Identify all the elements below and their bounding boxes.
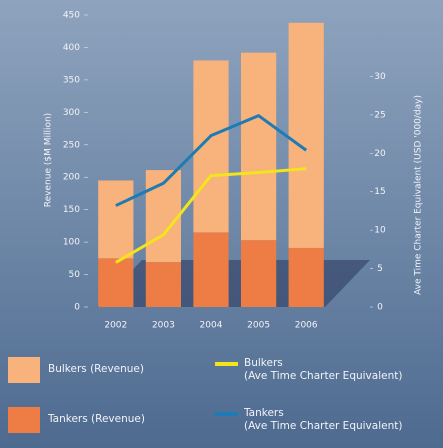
line — [115, 114, 308, 207]
legend-swatch — [8, 357, 40, 383]
y2-tick-label: 30 — [374, 72, 386, 82]
y2-axis-title: Ave Time Charter Equivalent (USD '000/da… — [414, 95, 424, 295]
x-tick-label: 2004 — [200, 321, 223, 331]
y-tick-label: 450 — [63, 11, 80, 21]
legend-swatch — [8, 407, 40, 433]
legend-label: Tankers (Ave Time Charter Equivalent) — [244, 407, 403, 432]
legend-label: Bulkers (Ave Time Charter Equivalent) — [244, 357, 403, 382]
bar — [288, 22, 324, 248]
y-tick-label: 400 — [63, 43, 80, 53]
bar — [98, 258, 134, 307]
y2-tick-label: 0 — [377, 303, 383, 313]
y-tick-label: 150 — [63, 205, 80, 215]
y-tick-label: 350 — [63, 75, 80, 85]
y2-tick-label: 5 — [377, 264, 383, 274]
y-tick-label: 100 — [63, 238, 80, 248]
bar — [288, 247, 324, 307]
y2-tick-label: 10 — [374, 226, 386, 236]
line — [115, 167, 307, 264]
legend-label: Tankers (Revenue) — [48, 413, 145, 425]
legend-entry: Bulkers (Ave Time Charter Equivalent) — [244, 357, 403, 382]
y2-tick-label: 15 — [374, 187, 385, 197]
y-tick-label: 200 — [63, 173, 80, 183]
y-axis-title: Revenue ($M Million) — [44, 113, 54, 207]
y-tick-label: 250 — [63, 140, 80, 150]
y2-tick-label: 20 — [374, 149, 386, 159]
legend-entry: Tankers (Ave Time Charter Equivalent) — [244, 407, 403, 432]
y2-tick-label: 25 — [374, 110, 385, 120]
bar-shadow — [97, 260, 370, 307]
bar — [145, 170, 182, 263]
bar — [193, 232, 229, 307]
legend-entry: Bulkers (Revenue) — [48, 363, 144, 375]
legend-label: Bulkers (Revenue) — [48, 363, 144, 375]
x-tick-label: 2006 — [295, 321, 318, 331]
bar — [145, 262, 182, 307]
bar — [240, 240, 277, 307]
x-tick-label: 2003 — [152, 321, 175, 331]
bar — [240, 52, 277, 241]
y-tick-label: 300 — [63, 108, 80, 118]
x-tick-label: 2005 — [247, 321, 270, 331]
legend-entry: Tankers (Revenue) — [48, 413, 145, 425]
y-tick-label: 0 — [74, 303, 80, 313]
x-tick-label: 2002 — [104, 321, 127, 331]
y-tick-label: 50 — [69, 270, 81, 280]
bar — [98, 180, 134, 259]
